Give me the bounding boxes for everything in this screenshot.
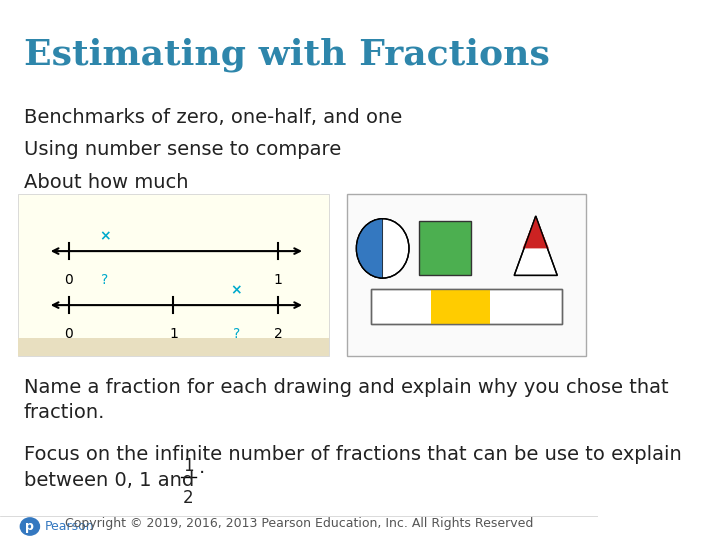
Text: About how much: About how much bbox=[24, 173, 189, 192]
Text: 0: 0 bbox=[64, 327, 73, 341]
Text: Pearson: Pearson bbox=[45, 520, 94, 533]
FancyBboxPatch shape bbox=[347, 194, 586, 356]
Text: ×: × bbox=[99, 229, 110, 243]
Text: Estimating with Fractions: Estimating with Fractions bbox=[24, 38, 550, 72]
Text: 2: 2 bbox=[183, 489, 194, 507]
Text: 1: 1 bbox=[169, 327, 178, 341]
Text: Name a fraction for each drawing and explain why you chose that
fraction.: Name a fraction for each drawing and exp… bbox=[24, 378, 669, 422]
Text: ?: ? bbox=[101, 273, 108, 287]
Circle shape bbox=[20, 518, 40, 535]
Text: Copyright © 2019, 2016, 2013 Pearson Education, Inc. All Rights Reserved: Copyright © 2019, 2016, 2013 Pearson Edu… bbox=[65, 517, 533, 530]
Text: 1: 1 bbox=[274, 273, 282, 287]
Text: ?: ? bbox=[233, 327, 240, 341]
Text: .: . bbox=[199, 458, 205, 477]
Text: p: p bbox=[25, 520, 35, 533]
Text: Focus on the infinite number of fractions that can be use to explain
between 0, : Focus on the infinite number of fraction… bbox=[24, 446, 682, 489]
Text: 0: 0 bbox=[64, 273, 73, 287]
Text: 1: 1 bbox=[183, 457, 194, 475]
Text: Benchmarks of zero, one-half, and one: Benchmarks of zero, one-half, and one bbox=[24, 108, 402, 127]
Text: Using number sense to compare: Using number sense to compare bbox=[24, 140, 341, 159]
FancyBboxPatch shape bbox=[18, 194, 329, 356]
Text: 2: 2 bbox=[274, 327, 282, 341]
Text: ×: × bbox=[230, 283, 242, 297]
Bar bbox=[18, 338, 329, 356]
